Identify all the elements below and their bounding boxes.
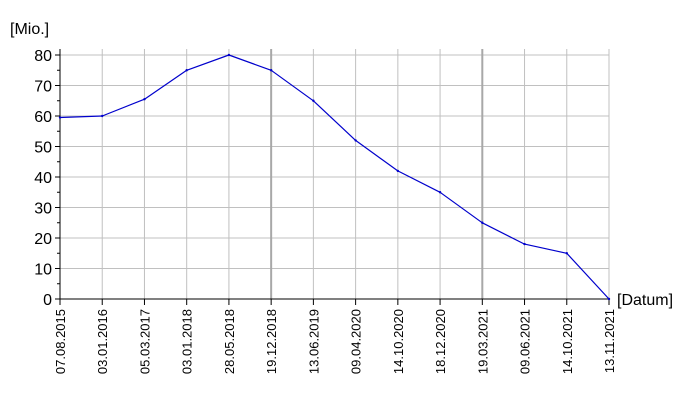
y-tick-label: 20 [34,231,52,248]
x-tick-label: 09.06.2021 [518,309,533,374]
y-tick-label: 80 [34,48,52,65]
grid [60,49,610,299]
data-point [607,297,611,301]
x-tick-label: 13.06.2019 [306,309,321,374]
axes [55,49,610,305]
data-point [438,191,442,194]
data-point [227,53,231,57]
series-line [59,54,610,300]
x-tick-label: 19.03.2021 [475,309,490,374]
data-point [312,99,315,102]
x-tick-label: 05.03.2017 [137,309,152,374]
x-tick-label: 14.10.2020 [391,309,406,374]
y-tick-label: 40 [34,170,52,187]
x-tick-label: 09.04.2020 [349,309,364,374]
data-point [185,69,188,72]
data-point [58,116,62,119]
x-tick-label: 14.10.2021 [560,309,575,374]
data-point [396,169,400,173]
y-tick-label: 50 [34,140,52,157]
data-point [565,252,568,255]
data-point [143,98,146,101]
x-tick-label: 03.01.2018 [180,309,195,374]
y-axis-label: [Mio.] [10,21,49,38]
y-tick-label: 30 [34,201,52,218]
x-axis-label: [Datum] [617,292,673,309]
data-point [354,139,357,142]
y-tick-label: 60 [34,109,52,126]
x-tick-label: 19.12.2018 [264,309,279,374]
x-tick-label: 03.01.2016 [95,309,110,374]
data-point [523,242,526,246]
x-tick-label: 28.05.2018 [222,309,237,374]
x-tick-label: 13.11.2021 [602,309,617,373]
tick-labels: 0 10 20 30 40 50 60 70 80 07.08.2015 03.01.2016 05.… [34,48,617,374]
data-point [481,221,484,224]
data-point [101,114,104,118]
y-tick-label: 10 [34,262,52,279]
data-point [269,69,273,72]
y-tick-label: 0 [43,292,52,309]
x-tick-label: 18.12.2020 [433,309,448,374]
y-tick-label: 70 [34,79,52,96]
series [58,53,611,301]
x-tick-label: 07.08.2015 [53,309,68,374]
